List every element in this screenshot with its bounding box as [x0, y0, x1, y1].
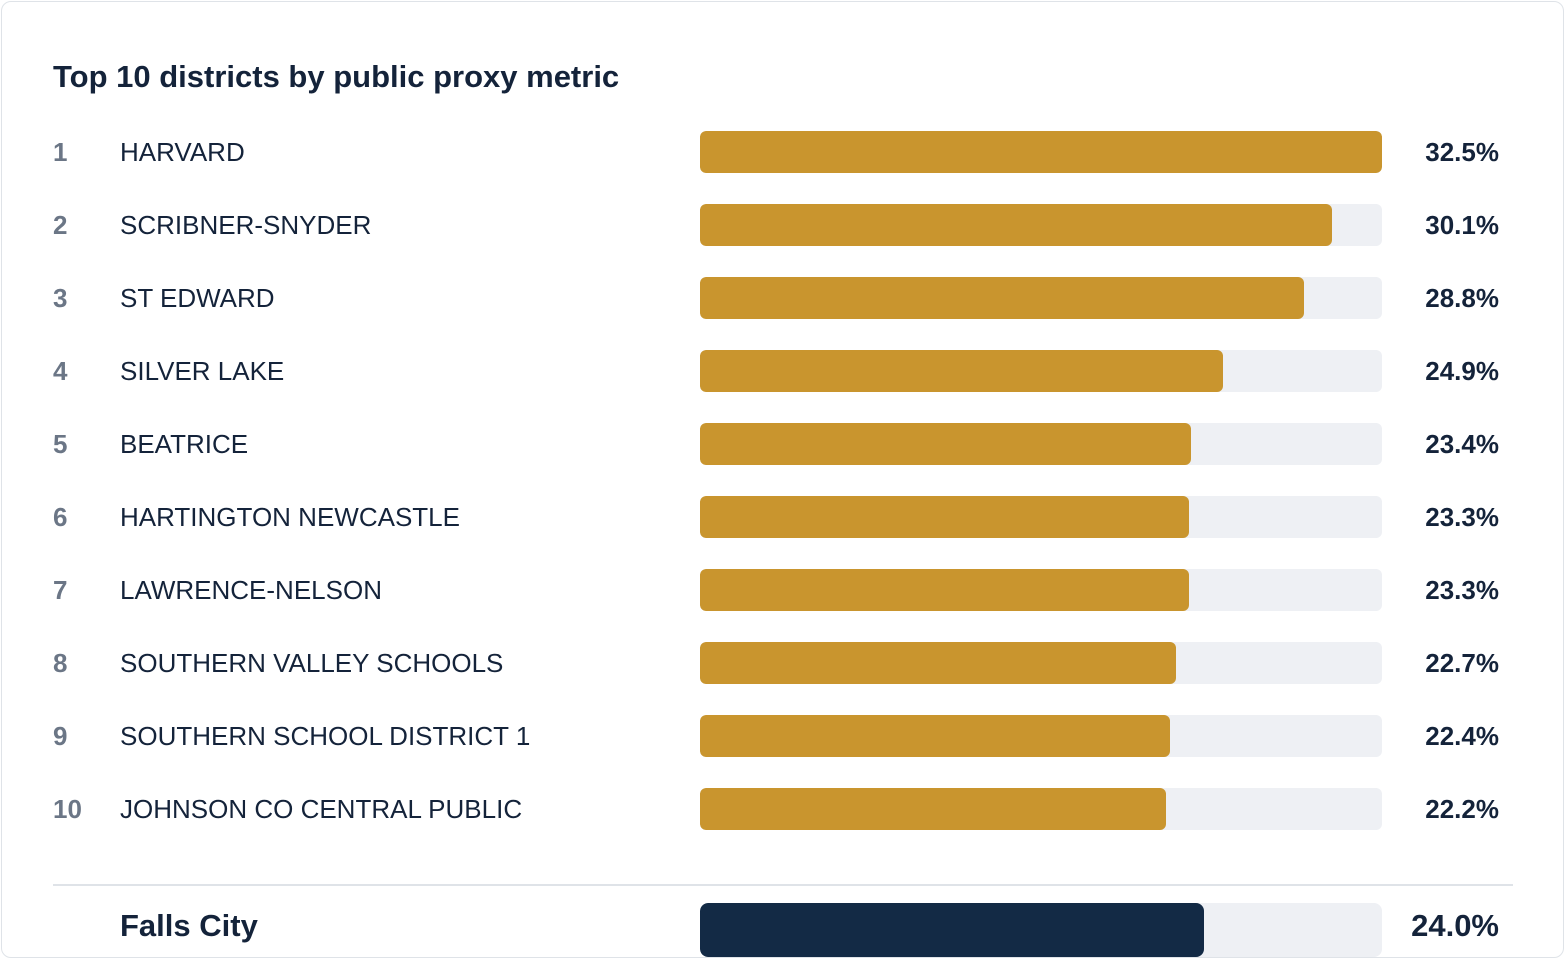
bar-track	[700, 131, 1382, 173]
value-label: 23.4%	[1425, 429, 1499, 459]
district-label: BEATRICE	[120, 429, 249, 459]
reference-bar-track	[700, 903, 1382, 957]
value-label: 32.5%	[1425, 137, 1499, 167]
bar-track	[700, 277, 1382, 319]
bar-track	[700, 204, 1382, 246]
district-label: SCRIBNER-SNYDER	[120, 210, 372, 240]
district-label: SILVER LAKE	[120, 356, 285, 386]
bar-track	[700, 788, 1382, 830]
value-label: 30.1%	[1425, 210, 1499, 240]
district-label: HARVARD	[120, 137, 245, 167]
chart-title: Top 10 districts by public proxy metric	[53, 59, 620, 94]
bar-row: 3 ST EDWARD 28.8%	[2, 277, 1563, 319]
district-label: SOUTHERN SCHOOL DISTRICT 1	[120, 721, 531, 751]
value-label: 24.9%	[1425, 356, 1499, 386]
bar	[700, 350, 1223, 392]
divider	[53, 884, 1513, 886]
bar-row: 2 SCRIBNER-SNYDER 30.1%	[2, 204, 1563, 246]
reference-value: 24.0%	[1411, 908, 1499, 943]
rank-label: 9	[53, 721, 68, 751]
bar	[700, 569, 1189, 611]
bar	[700, 715, 1171, 757]
bar-track	[700, 496, 1382, 538]
bar-row: 1 HARVARD 32.5%	[2, 131, 1563, 173]
bar-track	[700, 715, 1382, 757]
value-label: 28.8%	[1425, 283, 1499, 313]
bar-track	[700, 642, 1382, 684]
value-label: 22.2%	[1425, 794, 1499, 824]
reference-name: Falls City	[120, 908, 258, 943]
value-label: 23.3%	[1425, 575, 1499, 605]
district-label: HARTINGTON NEWCASTLE	[120, 502, 460, 532]
district-label: ST EDWARD	[120, 283, 275, 313]
rank-label: 7	[53, 575, 68, 605]
bar	[700, 642, 1177, 684]
rank-label: 2	[53, 210, 68, 240]
rank-label: 5	[53, 429, 68, 459]
bar-track	[700, 423, 1382, 465]
bar	[700, 277, 1305, 319]
bar-row: 7 LAWRENCE-NELSON 23.3%	[2, 569, 1563, 611]
rank-label: 3	[53, 283, 68, 313]
rank-label: 6	[53, 502, 68, 532]
district-label: JOHNSON CO CENTRAL PUBLIC	[120, 794, 523, 824]
bar	[700, 496, 1189, 538]
bar-row: 5 BEATRICE 23.4%	[2, 423, 1563, 465]
bar-row: 8 SOUTHERN VALLEY SCHOOLS 22.7%	[2, 642, 1563, 684]
district-label: LAWRENCE-NELSON	[120, 575, 382, 605]
reference-bar	[700, 903, 1204, 957]
bar	[700, 131, 1382, 173]
value-label: 22.7%	[1425, 648, 1499, 678]
bar-row: 6 HARTINGTON NEWCASTLE 23.3%	[2, 496, 1563, 538]
bar-row: 10 JOHNSON CO CENTRAL PUBLIC 22.2%	[2, 788, 1563, 830]
district-label: SOUTHERN VALLEY SCHOOLS	[120, 648, 504, 678]
rank-label: 1	[53, 137, 68, 167]
bar	[700, 204, 1332, 246]
rank-label: 10	[53, 794, 82, 824]
rank-label: 8	[53, 648, 68, 678]
bar	[700, 788, 1166, 830]
reference-row: Falls City 24.0%	[2, 903, 1563, 957]
value-label: 23.3%	[1425, 502, 1499, 532]
bar-track	[700, 569, 1382, 611]
bar	[700, 423, 1192, 465]
rank-label: 4	[53, 356, 68, 386]
bar-track	[700, 350, 1382, 392]
bar-row: 9 SOUTHERN SCHOOL DISTRICT 1 22.4%	[2, 715, 1563, 757]
value-label: 22.4%	[1425, 721, 1499, 751]
bar-row: 4 SILVER LAKE 24.9%	[2, 350, 1563, 392]
